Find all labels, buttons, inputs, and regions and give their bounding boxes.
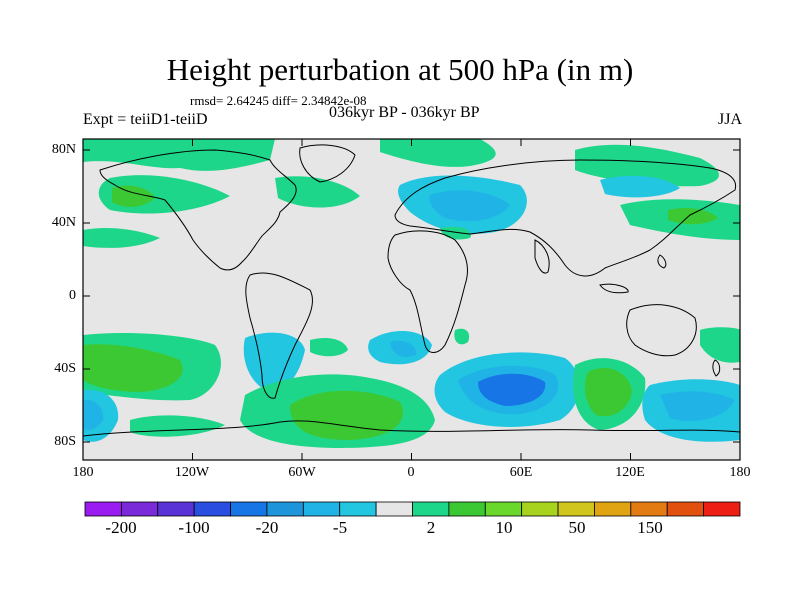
coastlines <box>83 144 740 437</box>
colorbar-swatch <box>84 501 122 517</box>
x-tick-label: 60E <box>509 465 533 480</box>
coastline-australia <box>626 304 697 357</box>
contour-fills <box>83 139 740 448</box>
colorbar-swatch <box>484 501 523 517</box>
colorbar-swatch <box>412 501 450 517</box>
coastline-south-america <box>245 272 313 399</box>
y-tick-label: 0 <box>69 288 76 303</box>
colorbar-label: 50 <box>568 518 586 537</box>
x-tick-label: 180 <box>72 465 94 480</box>
x-tick-label: 60W <box>288 465 316 480</box>
stats-label: rmsd= 2.64245 diff= 2.34842e-08 <box>190 93 367 108</box>
period-label: 036kyr BP - 036kyr BP <box>329 104 480 121</box>
colorbar-label: 150 <box>637 518 663 537</box>
x-tick-label: 0 <box>407 465 415 480</box>
coastline-north-america <box>99 149 297 271</box>
colorbar-label: -100 <box>178 518 210 537</box>
colorbar-swatch <box>703 501 741 517</box>
colorbar-swatch <box>193 501 231 517</box>
frame-ticks <box>82 139 741 460</box>
colorbar-swatch <box>302 501 341 517</box>
colorbar-swatch <box>339 501 377 517</box>
plot-title: Height perturbation at 500 hPa (in m) <box>166 52 634 87</box>
colorbar-label: 2 <box>426 518 436 537</box>
colorbar-label: 10 <box>495 518 513 537</box>
y-tick-label: 80N <box>51 142 76 157</box>
x-tick-label: 180 <box>729 465 751 480</box>
y-tick-label: 40N <box>51 215 76 230</box>
x-tick-label: 120E <box>615 465 645 480</box>
colorbar-swatch <box>157 501 195 517</box>
colorbar-swatch <box>375 501 413 517</box>
colorbar-label: -20 <box>255 518 279 537</box>
colorbar-swatch <box>448 501 486 517</box>
colorbar-label: -200 <box>105 518 137 537</box>
colorbar-swatch <box>594 501 632 517</box>
y-tick-label: 80S <box>54 434 76 449</box>
colorbar-swatch <box>521 501 559 517</box>
y-tick-label: 40S <box>54 361 76 376</box>
coastline-africa <box>387 230 468 353</box>
coastline-eurasia <box>394 159 737 277</box>
colorbar-swatch <box>666 501 705 517</box>
x-tick-label: 120W <box>174 465 210 480</box>
season-label: JJA <box>717 111 742 128</box>
experiment-label: Expt = teiiD1-teiiD <box>83 111 208 128</box>
colorbar-label: -5 <box>332 518 348 537</box>
colorbar-swatch <box>557 501 595 517</box>
colorbar-swatch <box>266 501 304 517</box>
contour-north-band-green <box>83 139 275 171</box>
colorbar-swatch <box>630 501 668 517</box>
colorbar <box>84 501 741 517</box>
colorbar-swatch <box>230 501 268 517</box>
colorbar-swatch <box>120 501 159 517</box>
coastline-antarctica <box>83 420 740 437</box>
